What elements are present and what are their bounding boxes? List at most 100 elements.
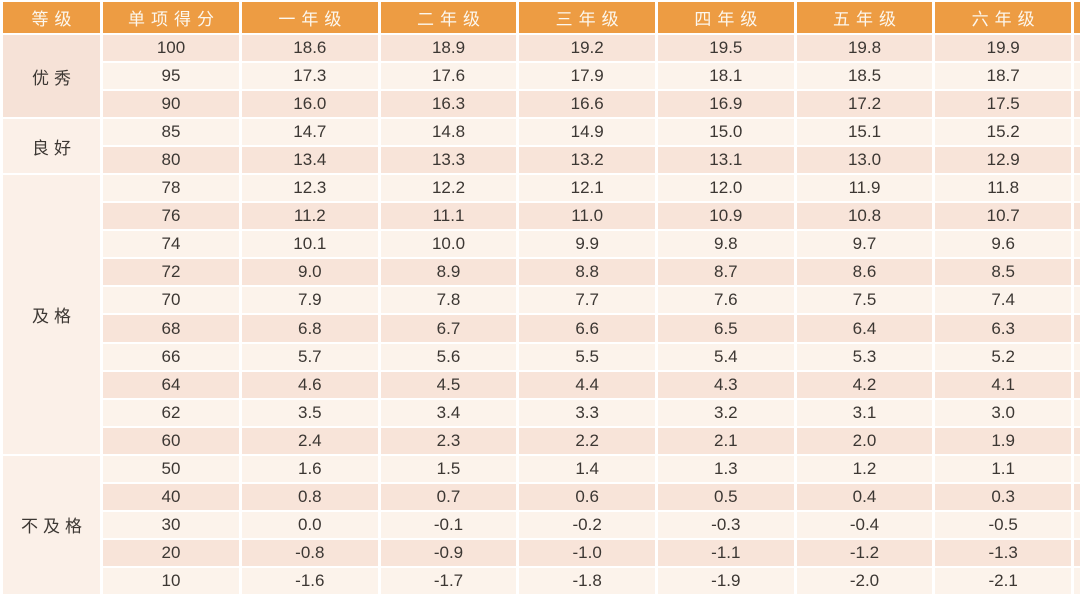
value-cell: -1.6 xyxy=(242,567,378,594)
score-cell: 78 xyxy=(103,175,239,202)
value-cell: -1.8 xyxy=(519,567,655,594)
value-cell: 4.6 xyxy=(242,371,378,398)
value-cell: 6.3 xyxy=(935,315,1071,342)
score-cell: 70 xyxy=(103,287,239,314)
value-cell: 1.2 xyxy=(796,455,933,482)
column-header: 四年级 xyxy=(658,2,794,33)
column-header: 三年级 xyxy=(519,2,655,33)
header-edge-sliver xyxy=(1074,2,1080,33)
value-cell: -0.2 xyxy=(519,511,655,538)
score-cell: 50 xyxy=(103,455,239,482)
row-edge-sliver xyxy=(1074,567,1080,594)
value-cell: 1.4 xyxy=(519,455,655,482)
row-edge-sliver xyxy=(1074,371,1080,398)
column-header: 单项得分 xyxy=(103,2,239,33)
value-cell: 5.4 xyxy=(658,343,794,370)
value-cell: 10.1 xyxy=(242,231,378,258)
value-cell: 2.4 xyxy=(242,427,378,454)
value-cell: 13.1 xyxy=(658,147,794,174)
value-cell: 14.7 xyxy=(242,119,378,146)
column-header: 六年级 xyxy=(935,2,1071,33)
value-cell: 1.1 xyxy=(935,455,1071,482)
value-cell: 4.1 xyxy=(935,371,1071,398)
value-cell: 19.2 xyxy=(519,35,655,62)
score-cell: 60 xyxy=(103,427,239,454)
value-cell: 14.8 xyxy=(380,119,517,146)
column-header: 等级 xyxy=(3,2,100,33)
value-cell: 7.4 xyxy=(935,287,1071,314)
value-cell: 17.5 xyxy=(935,91,1071,118)
score-cell: 64 xyxy=(103,371,239,398)
value-cell: 7.8 xyxy=(380,287,517,314)
value-cell: 11.2 xyxy=(242,203,378,230)
value-cell: 5.2 xyxy=(935,343,1071,370)
row-edge-sliver xyxy=(1074,35,1080,62)
value-cell: 1.5 xyxy=(380,455,517,482)
value-cell: 4.2 xyxy=(796,371,933,398)
value-cell: 10.0 xyxy=(380,231,517,258)
value-cell: 17.2 xyxy=(796,91,933,118)
grade-group-cell: 及格 xyxy=(3,175,100,454)
value-cell: 9.7 xyxy=(796,231,933,258)
value-cell: 6.5 xyxy=(658,315,794,342)
value-cell: 1.3 xyxy=(658,455,794,482)
value-cell: 17.3 xyxy=(242,63,378,90)
value-cell: -0.4 xyxy=(796,511,933,538)
value-cell: 9.9 xyxy=(519,231,655,258)
value-cell: 3.0 xyxy=(935,399,1071,426)
value-cell: -1.9 xyxy=(658,567,794,594)
value-cell: 1.6 xyxy=(242,455,378,482)
value-cell: 12.0 xyxy=(658,175,794,202)
value-cell: -2.0 xyxy=(796,567,933,594)
value-cell: -0.1 xyxy=(380,511,517,538)
value-cell: -1.2 xyxy=(796,539,933,566)
row-edge-sliver xyxy=(1074,147,1080,174)
score-cell: 72 xyxy=(103,259,239,286)
row-edge-sliver xyxy=(1074,231,1080,258)
row-edge-sliver xyxy=(1074,343,1080,370)
row-edge-sliver xyxy=(1074,91,1080,118)
score-cell: 100 xyxy=(103,35,239,62)
value-cell: 11.9 xyxy=(796,175,933,202)
value-cell: 7.6 xyxy=(658,287,794,314)
row-edge-sliver xyxy=(1074,427,1080,454)
value-cell: 13.3 xyxy=(380,147,517,174)
value-cell: 12.9 xyxy=(935,147,1071,174)
value-cell: 18.9 xyxy=(380,35,517,62)
score-cell: 74 xyxy=(103,231,239,258)
value-cell: 8.8 xyxy=(519,259,655,286)
row-edge-sliver xyxy=(1074,399,1080,426)
value-cell: 0.5 xyxy=(658,483,794,510)
score-cell: 30 xyxy=(103,511,239,538)
score-cell: 76 xyxy=(103,203,239,230)
value-cell: 15.0 xyxy=(658,119,794,146)
column-header: 一年级 xyxy=(242,2,378,33)
value-cell: 8.6 xyxy=(796,259,933,286)
value-cell: 3.4 xyxy=(380,399,517,426)
value-cell: 0.6 xyxy=(519,483,655,510)
value-cell: 12.1 xyxy=(519,175,655,202)
value-cell: -1.1 xyxy=(658,539,794,566)
value-cell: 6.8 xyxy=(242,315,378,342)
score-cell: 95 xyxy=(103,63,239,90)
row-edge-sliver xyxy=(1074,119,1080,146)
value-cell: 1.9 xyxy=(935,427,1071,454)
row-edge-sliver xyxy=(1074,63,1080,90)
value-cell: 4.5 xyxy=(380,371,517,398)
value-cell: 6.7 xyxy=(380,315,517,342)
value-cell: 17.9 xyxy=(519,63,655,90)
value-cell: 2.3 xyxy=(380,427,517,454)
grade-group-cell: 优秀 xyxy=(3,35,100,118)
score-cell: 20 xyxy=(103,539,239,566)
value-cell: 3.1 xyxy=(796,399,933,426)
value-cell: 18.7 xyxy=(935,63,1071,90)
row-edge-sliver xyxy=(1074,483,1080,510)
value-cell: 8.7 xyxy=(658,259,794,286)
column-header: 二年级 xyxy=(380,2,517,33)
value-cell: 4.3 xyxy=(658,371,794,398)
value-cell: 12.3 xyxy=(242,175,378,202)
grade-group-cell: 不及格 xyxy=(3,455,100,594)
value-cell: 3.3 xyxy=(519,399,655,426)
value-cell: 5.5 xyxy=(519,343,655,370)
